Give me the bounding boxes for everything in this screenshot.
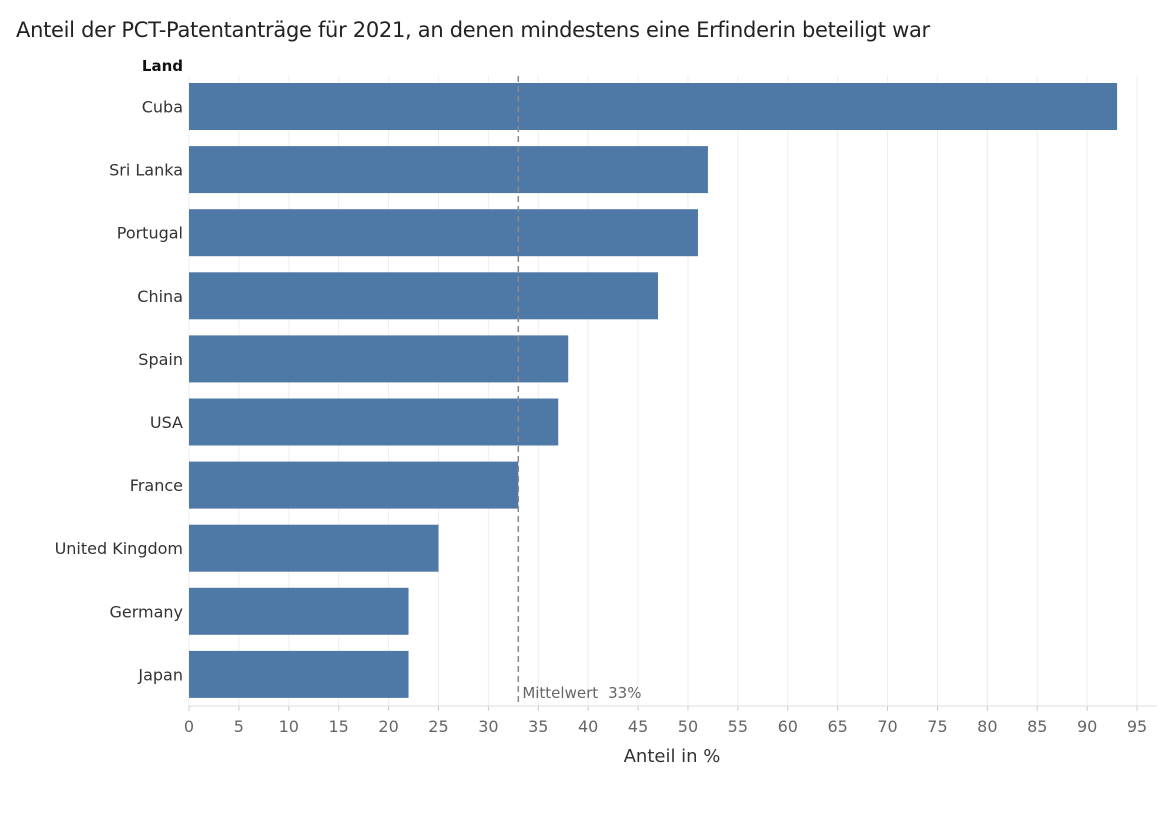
category-label: Cuba <box>142 98 183 117</box>
category-axis-header: Land <box>142 57 183 75</box>
bar <box>189 146 708 194</box>
x-axis-title: Anteil in % <box>624 746 721 767</box>
x-tick-label: 95 <box>1127 717 1147 736</box>
x-tick-label: 25 <box>428 717 448 736</box>
category-label: United Kingdom <box>55 539 183 558</box>
bar <box>189 398 559 446</box>
x-tick-label: 85 <box>1027 717 1047 736</box>
x-tick-label: 20 <box>378 717 398 736</box>
bar <box>189 83 1118 130</box>
x-tick-label: 90 <box>1077 717 1097 736</box>
x-tick-label: 75 <box>927 717 947 736</box>
bar <box>189 461 519 509</box>
mean-reference: Mittelwert 33% <box>517 76 641 706</box>
x-tick-label: 55 <box>728 717 748 736</box>
mean-value-label: 33% <box>608 684 641 702</box>
chart-title: Anteil der PCT-Patentanträge für 2021, a… <box>16 18 930 42</box>
category-label: France <box>130 476 183 495</box>
x-axis-ticks: 0 5 10 15 20 25 30 35 40 45 50 55 60 65 70 75 80 85 90 95 <box>184 706 1147 736</box>
bar <box>189 587 409 635</box>
x-tick-label: 15 <box>329 717 349 736</box>
x-tick-label: 65 <box>827 717 847 736</box>
bar <box>189 524 439 572</box>
mean-label: Mittelwert 33% <box>522 684 641 702</box>
x-tick-label: 80 <box>977 717 997 736</box>
category-labels: Cuba Sri Lanka Portugal China Spain USA France… <box>55 98 183 685</box>
category-label: Japan <box>137 665 183 684</box>
bars <box>189 83 1118 698</box>
x-tick-label: 60 <box>778 717 798 736</box>
category-label: Spain <box>138 350 183 369</box>
category-label: USA <box>150 413 183 432</box>
x-tick-label: 0 <box>184 717 194 736</box>
x-tick-label: 70 <box>877 717 897 736</box>
x-tick-label: 45 <box>628 717 648 736</box>
x-tick-label: 50 <box>678 717 698 736</box>
x-tick-label: 30 <box>478 717 498 736</box>
bar <box>189 272 659 320</box>
x-tick-label: 40 <box>578 717 598 736</box>
x-tick-label: 5 <box>234 717 244 736</box>
category-label: Sri Lanka <box>109 161 183 180</box>
mean-label-text: Mittelwert <box>522 684 598 702</box>
bar <box>189 650 409 698</box>
x-tick-label: 10 <box>279 717 299 736</box>
bar <box>189 209 698 257</box>
x-tick-label: 35 <box>528 717 548 736</box>
category-label: Portugal <box>117 224 183 243</box>
category-label: Germany <box>109 602 183 621</box>
category-label: China <box>137 287 183 306</box>
bar <box>189 335 569 383</box>
